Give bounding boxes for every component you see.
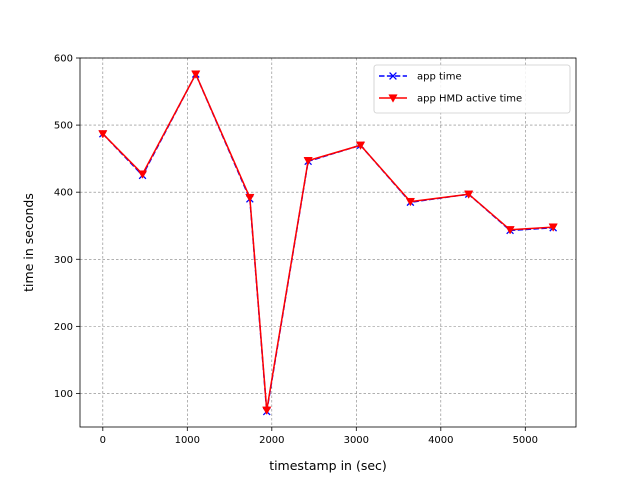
y-tick-label: 600	[54, 54, 73, 65]
x-tick-label: 2000	[259, 435, 284, 446]
legend-box	[373, 64, 571, 114]
data-point	[262, 406, 272, 415]
data-point	[505, 226, 515, 235]
y-tick-label: 500	[54, 121, 73, 132]
marker-stroke	[389, 72, 397, 80]
data-point	[137, 170, 148, 179]
x-tick-label: 4000	[428, 435, 453, 446]
data-point	[548, 223, 558, 232]
series-app-hmd-active-time	[98, 70, 558, 415]
data-point	[98, 130, 108, 139]
legend-marker	[389, 72, 397, 80]
data-point	[245, 193, 255, 203]
data-point	[191, 70, 201, 79]
legend-entry: app HMD active time	[379, 94, 522, 105]
plot-frame	[79, 57, 577, 428]
x-tick-label: 1000	[175, 435, 200, 446]
legend: app time app HMD active time	[373, 64, 571, 114]
y-tick-label: 400	[54, 188, 73, 199]
y-tick-label: 100	[54, 389, 73, 400]
grid	[80, 57, 576, 427]
data-point	[303, 157, 313, 166]
axis-ticks: 0 1000 2000 3000 4000 5000 100 200 300 400 500 600	[54, 54, 538, 447]
data-point	[464, 190, 474, 199]
data-point	[405, 197, 416, 207]
x-tick-label: 3000	[344, 435, 369, 446]
legend-label: app time	[417, 72, 462, 83]
y-axis-label: time in seconds	[21, 193, 36, 292]
legend-label: app HMD active time	[417, 94, 522, 105]
legend-entry: app time	[379, 72, 462, 83]
legend-marker	[388, 94, 398, 103]
y-tick-label: 200	[54, 322, 73, 333]
plot-series	[98, 70, 558, 416]
x-tick-label: 0	[100, 435, 106, 446]
y-tick-label: 300	[54, 255, 73, 266]
x-tick-label: 5000	[513, 435, 538, 446]
x-axis-label: timestamp in (sec)	[269, 458, 387, 473]
data-point	[355, 141, 366, 150]
